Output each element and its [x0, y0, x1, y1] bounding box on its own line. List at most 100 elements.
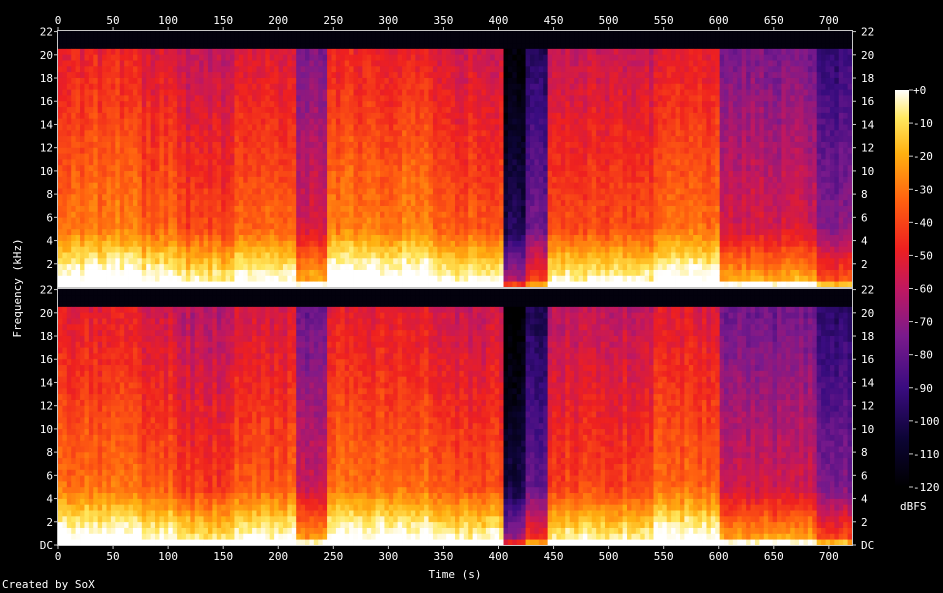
spectrogram-cell: [102, 182, 107, 189]
spectrogram-cell: [529, 95, 535, 102]
spectrogram-cell: [446, 164, 451, 172]
spectrogram-cell: [415, 71, 421, 78]
spectrogram-cell: [93, 95, 99, 102]
spectrogram-cell: [516, 211, 522, 218]
spectrogram-cell: [538, 263, 544, 270]
spectrogram-cell: [207, 65, 213, 73]
spectrogram-cell: [181, 141, 187, 148]
spectrogram-cell: [132, 65, 138, 73]
spectrogram-cell: [159, 65, 165, 73]
spectrogram-cell: [388, 118, 394, 125]
spectrogram-cell: [305, 217, 310, 224]
spectrogram-cell: [62, 257, 68, 265]
spectrogram-cell: [260, 54, 266, 61]
spectrogram-cell: [344, 263, 350, 270]
spectrogram-cell: [97, 159, 103, 166]
spectrogram-cell: [468, 176, 474, 183]
spectrogram-cell: [468, 147, 474, 154]
spectrogram-cell: [207, 77, 213, 84]
spectrogram-cell: [309, 257, 315, 265]
spectrogram-cell: [291, 217, 297, 224]
spectrogram-cell: [119, 193, 125, 201]
spectrogram-cell: [80, 48, 85, 55]
spectrogram-cell: [93, 234, 99, 241]
spectrogram-cell: [62, 234, 68, 241]
spectrogram-cell: [322, 252, 328, 259]
spectrogram-cell: [106, 234, 112, 241]
spectrogram-cell: [318, 65, 324, 73]
spectrogram-cell: [485, 240, 491, 247]
spectrogram-cell: [384, 100, 390, 108]
spectrogram-cell: [238, 71, 244, 78]
spectrogram-cell: [388, 141, 394, 148]
spectrogram-cell: [340, 106, 346, 113]
spectrogram-cell: [410, 188, 416, 195]
spectrogram-cell: [380, 147, 385, 154]
spectrogram-cell: [216, 217, 222, 224]
spectrogram-cell: [177, 95, 182, 102]
spectrogram-cell: [512, 153, 518, 160]
spectrogram-cell: [172, 153, 178, 160]
spectrogram-cell: [393, 77, 399, 84]
spectrogram-cell: [512, 188, 518, 195]
spectrogram-cell: [534, 275, 540, 282]
spectrogram-cell: [543, 42, 549, 49]
spectrogram-cell: [155, 170, 160, 177]
spectrogram-cell: [507, 159, 513, 166]
spectrogram-cell: [216, 60, 222, 67]
spectrogram-cell: [216, 100, 222, 108]
spectrogram-cell: [256, 112, 262, 119]
spectrogram-cell: [291, 269, 297, 276]
spectrogram-cell: [538, 199, 544, 206]
spectrogram-cell: [538, 281, 544, 288]
spectrogram-cell: [366, 170, 372, 177]
spectrogram-cell: [305, 60, 310, 67]
spectrogram-cell: [481, 205, 487, 212]
spectrogram-cell: [141, 129, 147, 137]
spectrogram-cell: [247, 135, 253, 142]
spectrogram-cell: [207, 100, 213, 108]
spectrogram-cell: [402, 112, 407, 119]
spectrogram-cell: [402, 223, 407, 230]
spectrogram-cell: [168, 246, 174, 253]
spectrogram-cell: [481, 147, 487, 154]
spectrogram-cell: [194, 252, 200, 259]
spectrogram-cell: [432, 275, 438, 282]
spectrogram-cell: [150, 246, 156, 253]
spectrogram-cell: [256, 211, 262, 218]
spectrogram-cell: [168, 252, 174, 259]
spectrogram-cell: [340, 147, 346, 154]
spectrogram-cell: [124, 60, 129, 67]
spectrogram-cell: [419, 228, 425, 236]
spectrogram-cell: [481, 36, 487, 44]
spectrogram-cell: [543, 141, 549, 148]
spectrogram-cell: [428, 77, 434, 84]
spectrogram-cell: [137, 83, 143, 90]
spectrogram-cell: [393, 199, 399, 206]
spectrogram-cell: [199, 65, 204, 73]
spectrogram-cell: [287, 112, 293, 119]
spectrogram-cell: [503, 100, 509, 108]
spectrogram-cell: [450, 124, 456, 131]
spectrogram-cell: [203, 54, 209, 61]
spectrogram-cell: [225, 223, 231, 230]
spectrogram-cell: [155, 223, 160, 230]
spectrogram-cell: [552, 129, 557, 137]
spectrogram-cell: [124, 129, 129, 137]
spectrogram-cell: [265, 257, 271, 265]
spectrogram-cell: [238, 65, 244, 73]
spectrogram-cell: [190, 42, 196, 49]
spectrogram-cell: [247, 159, 253, 166]
spectrogram-cell: [137, 240, 143, 247]
spectrogram-cell: [190, 240, 196, 247]
spectrogram-cell: [371, 106, 376, 113]
spectrogram-cell: [212, 281, 218, 288]
spectrogram-cell: [357, 281, 363, 288]
spectrogram-cell: [300, 118, 306, 125]
spectrogram-cell: [88, 95, 94, 102]
spectrogram-cell: [481, 252, 487, 259]
spectrogram-cell: [538, 234, 544, 241]
spectrogram-cell: [80, 223, 85, 230]
spectrogram-cell: [159, 234, 165, 241]
spectrogram-cell: [375, 269, 381, 276]
